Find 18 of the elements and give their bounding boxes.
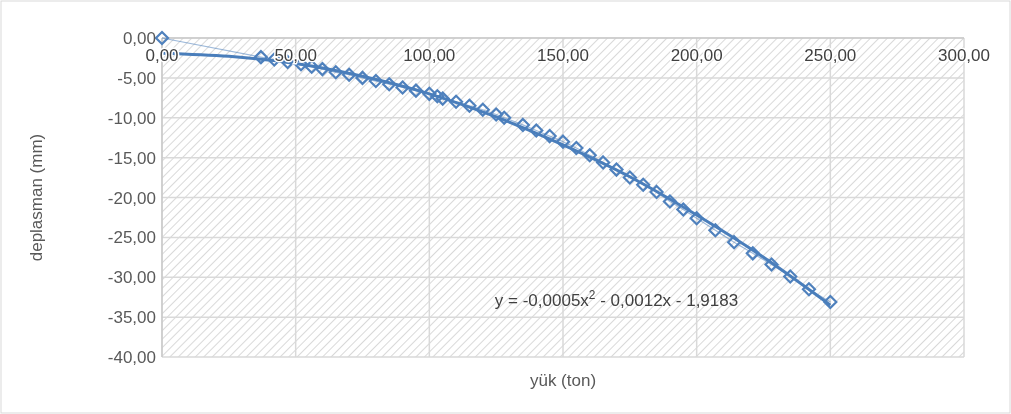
x-tick-label: 150,00	[537, 46, 589, 65]
y-tick-label: -15,00	[107, 148, 156, 168]
y-tick-label: -40,00	[107, 348, 156, 367]
x-tick-label: 300,00	[938, 46, 990, 65]
x-axis-title: yük (ton)	[529, 371, 597, 390]
y-tick-label: -25,00	[107, 228, 156, 248]
y-tick-label: -35,00	[107, 308, 156, 328]
y-tick-label: -5,00	[117, 68, 156, 88]
annotation: y = -0,0005x$^{2}$ - 0,0012x - 1,9183	[494, 287, 739, 310]
y-axis-title: deplasman (mm)	[27, 133, 46, 262]
y-tick-label: -20,00	[107, 188, 156, 208]
x-tick-label: 250,00	[804, 46, 857, 65]
y-tick-label: 0,00	[122, 29, 156, 48]
x-tick-label: 200,00	[670, 46, 723, 65]
x-tick-label: 0,00	[145, 46, 179, 65]
x-tick-label: 100,00	[403, 46, 456, 65]
y-tick-label: -30,00	[107, 268, 156, 288]
y-tick-label: -10,00	[107, 108, 156, 128]
